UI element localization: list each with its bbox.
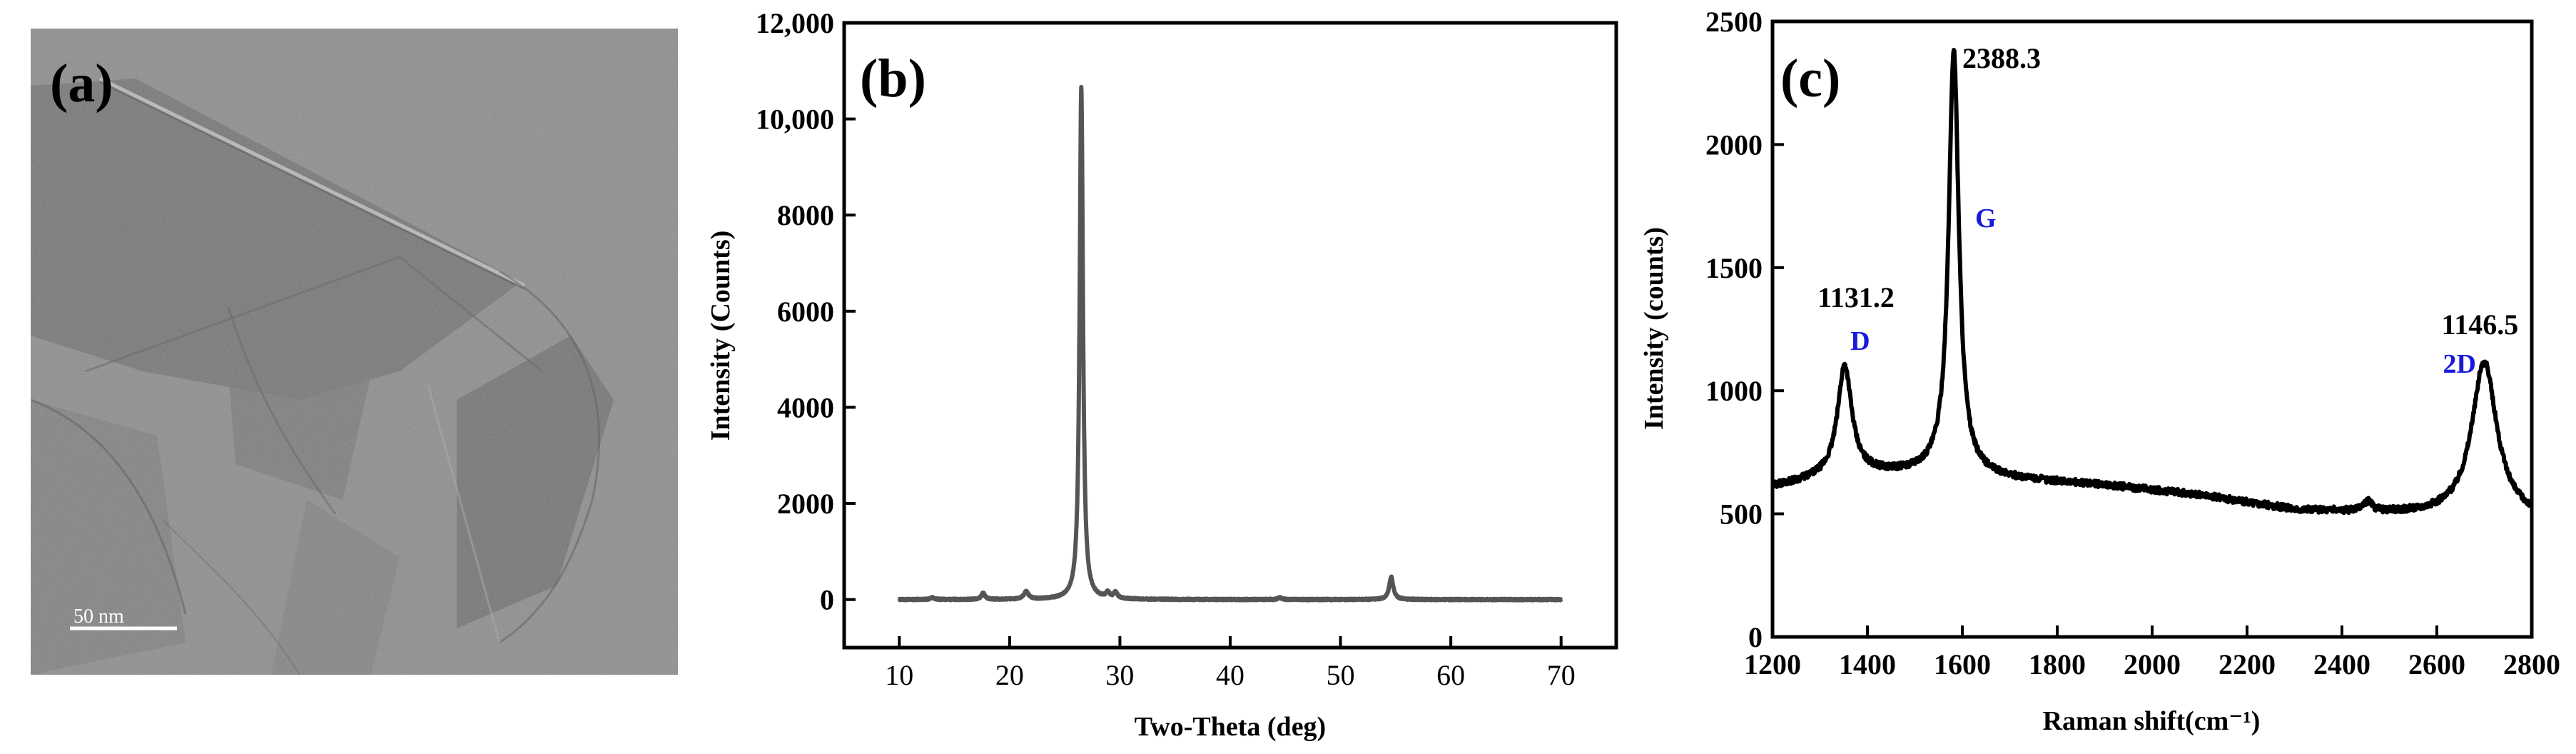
raman-xtick-label: 2400	[2313, 648, 2370, 680]
scale-bar-label: 50 nm	[73, 605, 124, 628]
raman-ytick-label: 2500	[1705, 6, 1763, 38]
xrd-xtick-label: 60	[1436, 659, 1465, 691]
panel-b: 0 2000 4000 6000 8000 10,000 12,000 10 20 30 40 50…	[706, 7, 1618, 742]
raman-peak-value: 2388.3	[1962, 42, 2041, 74]
raman-band-label: G	[1975, 203, 1997, 233]
panel-b-label: (b)	[860, 49, 926, 109]
raman-xtick-label: 1600	[1934, 648, 1991, 680]
raman-ytick-label: 2000	[1705, 129, 1763, 161]
xrd-xtick-label: 40	[1216, 659, 1244, 691]
raman-y-axis-title: Intensity (counts)	[1639, 227, 1669, 430]
panel-a: (a) 50 nm	[31, 29, 678, 675]
raman-annotations: 1131.2 D 2388.3 G 1146.5 2D	[1817, 42, 2518, 379]
panel-a-label: (a)	[50, 54, 113, 114]
xrd-xtick-label: 50	[1327, 659, 1355, 691]
raman-xtick-label: 2600	[2408, 648, 2465, 680]
xrd-xtick-labels: 10 20 30 40 50 60 70	[885, 659, 1575, 691]
raman-band-label: D	[1850, 326, 1870, 356]
raman-ytick-label: 1000	[1705, 375, 1763, 407]
raman-xtick-labels: 1200 1400 1600 1800 2000 2200 2400 2600 2800	[1744, 648, 2560, 680]
raman-xtick-label: 1400	[1839, 648, 1896, 680]
raman-curve	[1773, 48, 2532, 516]
raman-band-label: 2D	[2443, 349, 2476, 379]
raman-xtick-label: 1800	[2029, 648, 2086, 680]
xrd-x-axis-title: Two-Theta (deg)	[1135, 712, 1326, 742]
raman-ytick-labels: 0 500 1000 1500 2000 2500	[1705, 6, 1763, 653]
raman-xtick-label: 2800	[2503, 648, 2560, 680]
xrd-ytick-label: 2000	[777, 488, 834, 520]
xrd-xtick-label: 10	[885, 659, 913, 691]
raman-plot-frame	[1770, 19, 2534, 639]
raman-ytick-label: 1500	[1705, 252, 1763, 284]
raman-peak-value: 1146.5	[2442, 308, 2519, 341]
raman-xtick-label: 2000	[2124, 648, 2181, 680]
raman-x-axis-title: Raman shift(cm⁻¹)	[2043, 706, 2261, 736]
xrd-ytick-label: 10,000	[756, 104, 834, 136]
tem-image	[31, 29, 678, 675]
panel-c-label: (c)	[1780, 49, 1840, 109]
xrd-y-axis-title: Intensity (Counts)	[706, 231, 736, 441]
xrd-tick-marks	[844, 21, 1563, 648]
xrd-ytick-label: 6000	[777, 296, 834, 328]
raman-xtick-label: 2200	[2218, 648, 2276, 680]
raman-ytick-label: 500	[1720, 498, 1763, 531]
xrd-xtick-label: 70	[1547, 659, 1576, 691]
xrd-ytick-labels: 0 2000 4000 6000 8000 10,000 12,000	[756, 7, 834, 616]
raman-xtick-label: 1200	[1744, 648, 1801, 680]
xrd-ytick-label: 0	[820, 584, 834, 616]
raman-ytick-label: 0	[1748, 621, 1763, 653]
panel-c: 0 500 1000 1500 2000 2500 1200 1400 1600 1800 200…	[1639, 6, 2560, 736]
xrd-xtick-label: 30	[1105, 659, 1134, 691]
xrd-ytick-label: 8000	[777, 199, 834, 231]
xrd-plot-frame	[842, 21, 1618, 650]
xrd-ytick-label: 4000	[777, 391, 834, 423]
raman-peak-value: 1131.2	[1817, 281, 1895, 313]
xrd-xtick-label: 20	[995, 659, 1024, 691]
xrd-curve	[897, 84, 1563, 603]
xrd-ytick-label: 12,000	[756, 7, 834, 39]
raman-tick-marks	[1771, 20, 2533, 638]
